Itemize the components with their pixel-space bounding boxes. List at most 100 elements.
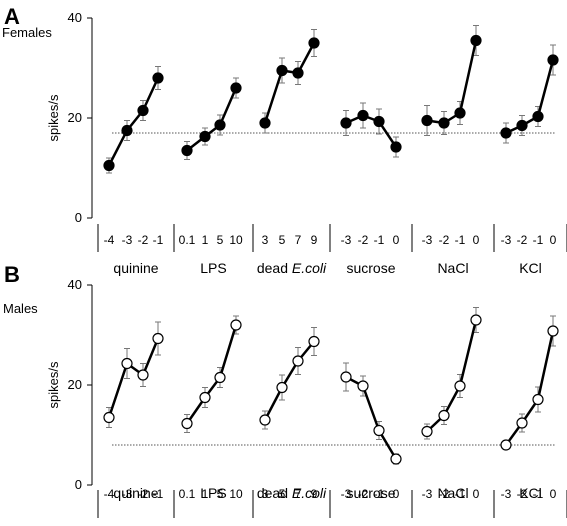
x-tick-label: 7	[295, 233, 302, 247]
group-label: KCl	[519, 485, 542, 501]
x-tick-label: -2	[517, 487, 528, 501]
data-point	[438, 409, 450, 422]
data-point	[214, 119, 226, 131]
y-tick-label: 0	[75, 210, 82, 225]
data-point	[547, 54, 559, 66]
series-line	[263, 340, 315, 421]
data-point	[199, 130, 211, 143]
data-point	[199, 391, 211, 404]
series-line	[345, 375, 398, 460]
data-point	[357, 380, 369, 392]
group-label: NaCl	[437, 485, 468, 501]
x-tick-label: -1	[153, 233, 164, 247]
series-quinine: -4 -3 -2 -1 quinine	[103, 66, 164, 276]
x-tick-label: 0.1	[179, 487, 196, 501]
data-point	[276, 64, 288, 77]
data-point	[373, 115, 385, 128]
data-point	[340, 371, 352, 383]
y-axis-label: spikes/s	[46, 94, 61, 141]
x-tick-label: -2	[439, 487, 450, 501]
data-point	[390, 141, 402, 153]
data-point	[308, 335, 320, 348]
x-tick-label: 0.1	[179, 233, 196, 247]
x-tick-label: -2	[138, 233, 149, 247]
data-point	[230, 82, 242, 94]
sex-label: Females	[2, 25, 52, 40]
sex-label: Males	[3, 301, 38, 316]
x-tick-label: 5	[279, 487, 286, 501]
x-tick-label: 9	[311, 487, 318, 501]
y-axis-label: spikes/s	[46, 361, 61, 408]
data-point	[454, 380, 466, 392]
data-point	[259, 117, 271, 129]
data-point	[259, 414, 271, 426]
data-point	[121, 357, 133, 370]
group-label: sucrose	[346, 485, 395, 501]
data-point	[470, 314, 482, 326]
series-line	[107, 77, 160, 167]
x-tick-label: -3	[501, 233, 512, 247]
data-point	[137, 104, 149, 117]
x-tick-label: -2	[517, 233, 528, 247]
panel-letter: B	[4, 262, 20, 287]
data-point	[421, 114, 433, 127]
x-tick-label: 0	[393, 233, 400, 247]
data-point	[340, 117, 352, 129]
x-tick-label: -1	[374, 233, 385, 247]
y-tick-label: 40	[68, 10, 82, 25]
panel-letter: A	[4, 4, 20, 29]
data-point	[516, 119, 528, 132]
x-tick-label: -3	[341, 233, 352, 247]
x-tick-label: 3	[262, 487, 269, 501]
x-tick-label: -1	[533, 233, 544, 247]
data-point	[500, 439, 512, 451]
x-tick-label: -4	[104, 487, 115, 501]
series-line	[426, 319, 478, 433]
series-line	[504, 330, 555, 446]
series-line	[345, 114, 398, 148]
x-tick-label: 1	[202, 487, 209, 501]
series-line	[263, 42, 316, 124]
data-point	[214, 371, 226, 384]
y-tick-label: 20	[68, 110, 82, 125]
series-nacl: -3 -2 -1 0 NaCl	[421, 307, 482, 501]
x-tick-label: 10	[229, 487, 243, 501]
series-nacl: -3 -2 -1 0 NaCl	[421, 25, 482, 276]
data-point	[454, 107, 466, 119]
data-point	[292, 67, 304, 79]
group-label: LPS	[200, 260, 226, 276]
data-point	[532, 393, 544, 406]
data-point	[230, 319, 242, 331]
x-tick-label: -3	[122, 487, 133, 501]
x-tick-label: -3	[422, 487, 433, 501]
x-tick-label: 9	[311, 233, 318, 247]
x-tick-label: 0	[473, 487, 480, 501]
x-tick-label: -2	[358, 487, 369, 501]
group-label: LPS	[200, 485, 226, 501]
group-label: KCl	[519, 260, 542, 276]
x-tick-label: 0	[393, 487, 400, 501]
data-point	[421, 425, 433, 438]
data-point	[276, 381, 288, 394]
data-point	[103, 159, 115, 172]
data-point	[532, 110, 544, 123]
x-tick-label: -4	[104, 233, 115, 247]
x-tick-label: -1	[455, 487, 466, 501]
data-point	[137, 369, 149, 381]
group-label: NaCl	[437, 260, 468, 276]
x-tick-label: 5	[217, 487, 224, 501]
x-tick-label: -1	[374, 487, 385, 501]
x-tick-label: -1	[153, 487, 164, 501]
series-line	[186, 87, 238, 152]
y-tick-label: 20	[68, 377, 82, 392]
x-tick-label: 0	[473, 233, 480, 247]
x-tick-label: -2	[138, 487, 149, 501]
x-tick-label: -2	[358, 233, 369, 247]
series-kcl: -3 -2 -1 0 KCl	[500, 315, 559, 501]
x-tick-label: 5	[217, 233, 224, 247]
data-point	[390, 453, 402, 465]
